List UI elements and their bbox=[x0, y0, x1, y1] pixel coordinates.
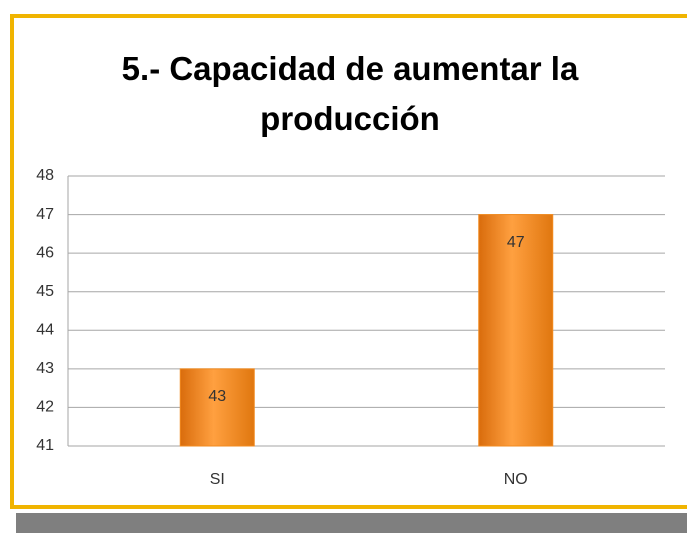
y-tick-label: 44 bbox=[36, 322, 54, 339]
bar bbox=[478, 214, 554, 447]
x-tick-label: SI bbox=[210, 471, 225, 488]
frame-shadow bbox=[16, 513, 687, 533]
y-tick-label: 42 bbox=[36, 399, 54, 416]
bar bbox=[179, 368, 255, 447]
y-tick-label: 41 bbox=[36, 437, 54, 454]
x-tick-label: NO bbox=[504, 471, 528, 488]
data-label: 47 bbox=[507, 234, 525, 251]
chart-frame bbox=[10, 14, 687, 509]
y-tick-label: 45 bbox=[36, 283, 54, 300]
y-tick-label: 46 bbox=[36, 244, 54, 261]
y-tick-label: 48 bbox=[36, 167, 54, 184]
y-tick-label: 43 bbox=[36, 360, 54, 377]
data-label: 43 bbox=[208, 388, 226, 405]
y-tick-label: 47 bbox=[36, 206, 54, 223]
chart-title: 5.- Capacidad de aumentar la producción bbox=[121, 50, 579, 137]
